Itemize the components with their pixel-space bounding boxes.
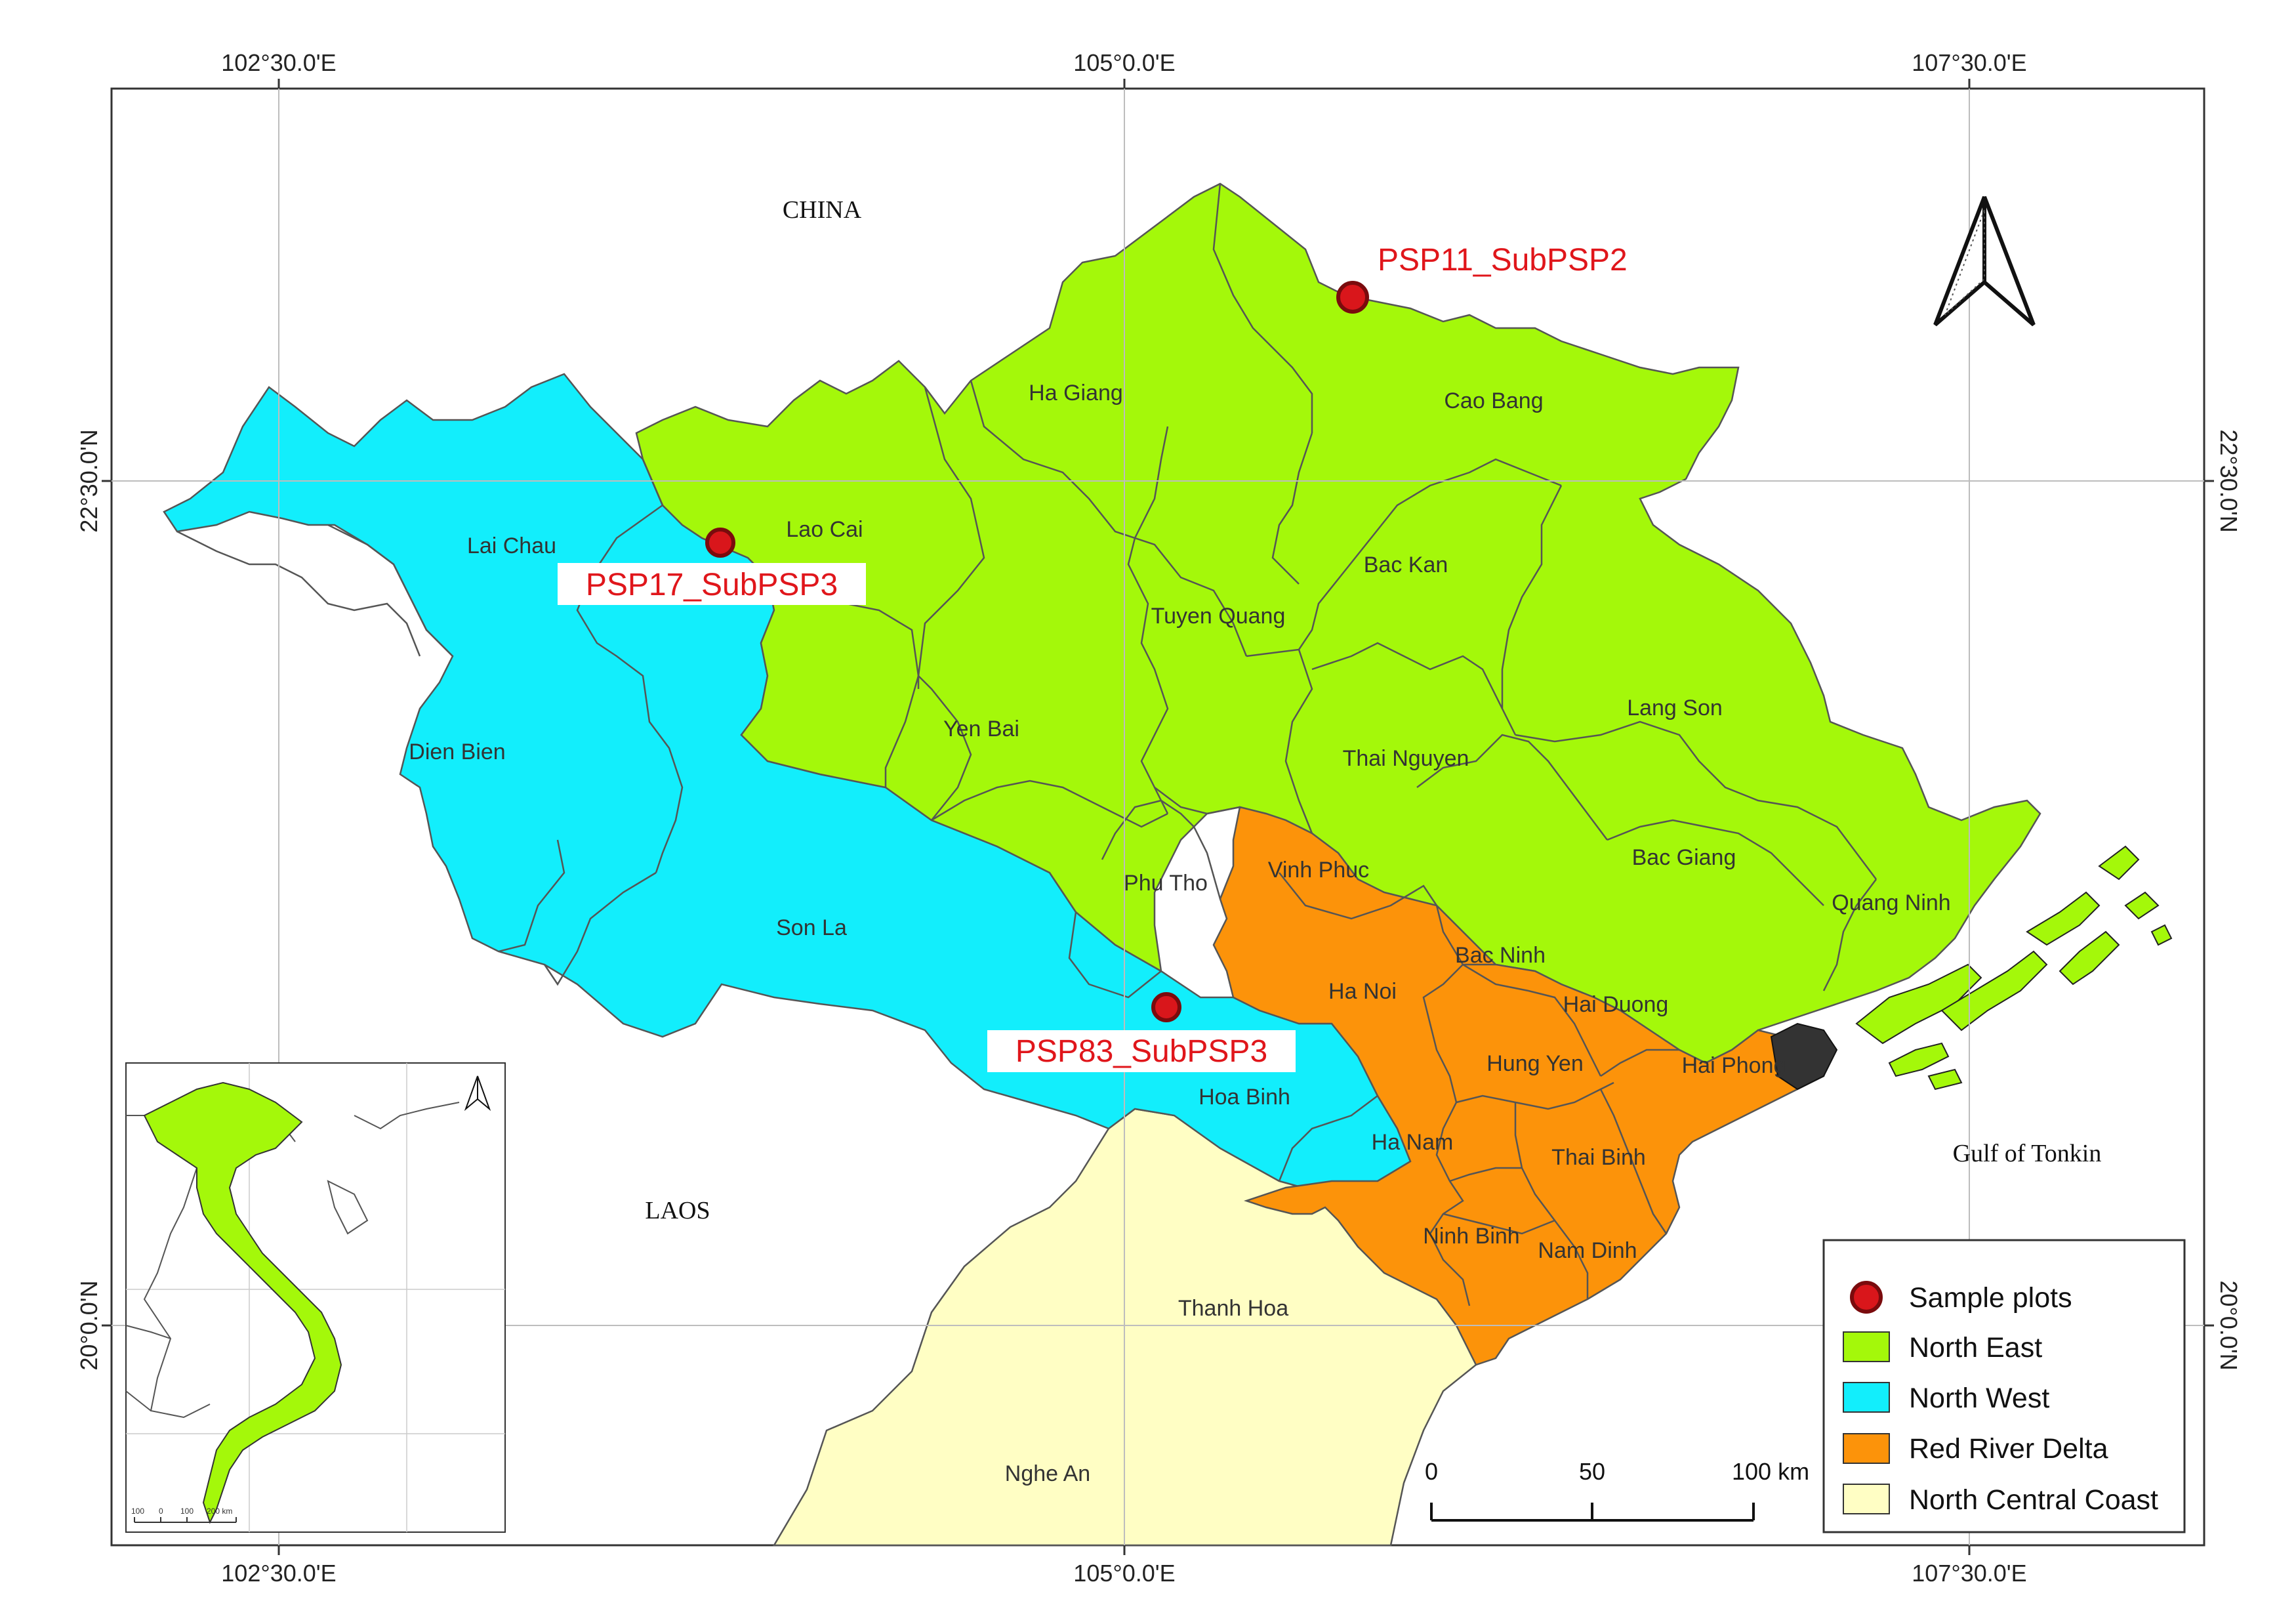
coord-right-1: 22°30.0'N	[2215, 429, 2242, 532]
scale-label-100: 100 km	[1732, 1458, 1809, 1485]
legend-label-north-central-coast: North Central Coast	[1909, 1484, 2158, 1516]
province-lang-son: Lang Son	[1627, 696, 1723, 720]
scale-label-0: 0	[1425, 1458, 1438, 1485]
country-label-china: CHINA	[783, 196, 862, 224]
coord-bottom-2: 105°0.0'E	[1073, 1560, 1175, 1587]
province-bac-ninh: Bac Ninh	[1455, 943, 1546, 968]
province-ha-nam: Ha Nam	[1372, 1130, 1454, 1155]
inset-scale-label-2: 0	[159, 1507, 163, 1516]
legend-swatch-north-east	[1843, 1331, 1890, 1362]
delta-borders	[1279, 872, 1679, 1306]
province-thanh-hoa: Thanh Hoa	[1178, 1296, 1288, 1321]
coord-bottom-3: 107°30.0'E	[1912, 1560, 2026, 1587]
province-thai-nguyen: Thai Nguyen	[1343, 746, 1469, 771]
province-lai-chau: Lai Chau	[467, 533, 556, 558]
legend-swatch-north-west	[1843, 1382, 1890, 1413]
province-dien-bien: Dien Bien	[409, 739, 505, 764]
province-son-la: Son La	[776, 915, 847, 940]
coord-top-1: 102°30.0'E	[221, 49, 336, 76]
region-red-river-delta	[1212, 806, 1832, 1366]
legend-label-north-east: North East	[1909, 1332, 2042, 1364]
province-vinh-phuc: Vinh Phuc	[1268, 858, 1369, 883]
province-cao-bang: Cao Bang	[1444, 388, 1543, 413]
coord-left-1: 22°30.0'N	[75, 429, 102, 532]
legend-label-sample-plots: Sample plots	[1909, 1282, 2072, 1314]
sample-plot-label-psp83: PSP83_SubPSP3	[1015, 1034, 1267, 1069]
province-ninh-binh: Ninh Binh	[1423, 1224, 1519, 1249]
coord-left-2: 20°0.0'N	[75, 1280, 102, 1370]
coastal-islands	[1855, 845, 2173, 1091]
inset-scale-bar: 100 0 100 200 km	[131, 1507, 237, 1523]
province-ha-giang: Ha Giang	[1029, 381, 1123, 406]
province-bac-kan: Bac Kan	[1364, 552, 1448, 577]
legend-swatch-red-river-delta	[1843, 1433, 1890, 1464]
province-hung-yen: Hung Yen	[1486, 1051, 1584, 1076]
inset-scale-label-4: 200 km	[207, 1507, 232, 1516]
legend-label-north-west: North West	[1909, 1383, 2049, 1414]
province-hai-duong: Hai Duong	[1563, 992, 1669, 1017]
province-ha-noi: Ha Noi	[1328, 979, 1397, 1004]
haiphong-islands	[1770, 1022, 1838, 1091]
inset-north-arrow-icon	[464, 1075, 491, 1112]
scale-bar: 0 50 100 km	[1425, 1458, 1809, 1522]
inset-scale-label-3: 100	[180, 1507, 194, 1516]
plot-label-bg-psp83	[987, 1030, 1296, 1072]
province-hoa-binh: Hoa Binh	[1199, 1085, 1290, 1110]
province-tuyen-quang: Tuyen Quang	[1151, 604, 1286, 629]
coord-ticks	[102, 79, 2214, 1555]
legend-swatch-sample-plots	[1850, 1281, 1883, 1314]
province-lao-cai: Lao Cai	[786, 517, 863, 542]
sample-plot-label-psp17: PSP17_SubPSP3	[586, 568, 838, 602]
plot-label-bg-psp17	[558, 563, 866, 605]
coord-bottom-1: 102°30.0'E	[221, 1560, 336, 1587]
province-thai-binh: Thai Binh	[1551, 1145, 1646, 1170]
inset-vietnam	[143, 1081, 342, 1524]
legend: Sample plots North East North West Red R…	[1822, 1239, 2186, 1533]
province-hai-phong: Hai Phong	[1682, 1053, 1786, 1078]
inset-scale-label-1: 100	[131, 1507, 144, 1516]
province-quang-ninh: Quang Ninh	[1832, 890, 1950, 915]
sample-plot-label-psp11: PSP11_SubPSP2	[1378, 243, 1628, 278]
sample-plot-psp17[interactable]: PSP17_SubPSP3	[558, 528, 866, 605]
province-bac-giang: Bac Giang	[1632, 845, 1736, 870]
scale-label-50: 50	[1579, 1458, 1605, 1485]
province-nam-dinh: Nam Dinh	[1538, 1238, 1637, 1263]
country-label-laos: LAOS	[645, 1197, 710, 1224]
north-arrow-icon	[1933, 196, 2036, 327]
sample-plot-psp11[interactable]: PSP11_SubPSP2	[1336, 243, 1628, 314]
coord-top-3: 107°30.0'E	[1912, 49, 2026, 76]
sample-plot-psp83[interactable]: PSP83_SubPSP3	[987, 992, 1296, 1072]
coord-top-2: 105°0.0'E	[1073, 49, 1175, 76]
sea-label-gulf: Gulf of Tonkin	[1953, 1140, 2102, 1167]
legend-swatch-north-central-coast	[1843, 1484, 1890, 1514]
province-phu-tho: Phu Tho	[1124, 871, 1208, 896]
province-yen-bai: Yen Bai	[943, 717, 1019, 741]
legend-label-red-river-delta: Red River Delta	[1909, 1433, 2108, 1465]
province-labels: Ha Giang Cao Bang Lao Cai Lai Chau Bac K…	[409, 381, 1950, 1486]
province-nghe-an: Nghe An	[1005, 1461, 1090, 1486]
region-north-east	[635, 182, 2041, 1064]
coord-right-2: 20°0.0'N	[2215, 1280, 2242, 1370]
province-borders	[176, 183, 1877, 1182]
inset-map: 100 0 100 200 km	[125, 1062, 506, 1533]
